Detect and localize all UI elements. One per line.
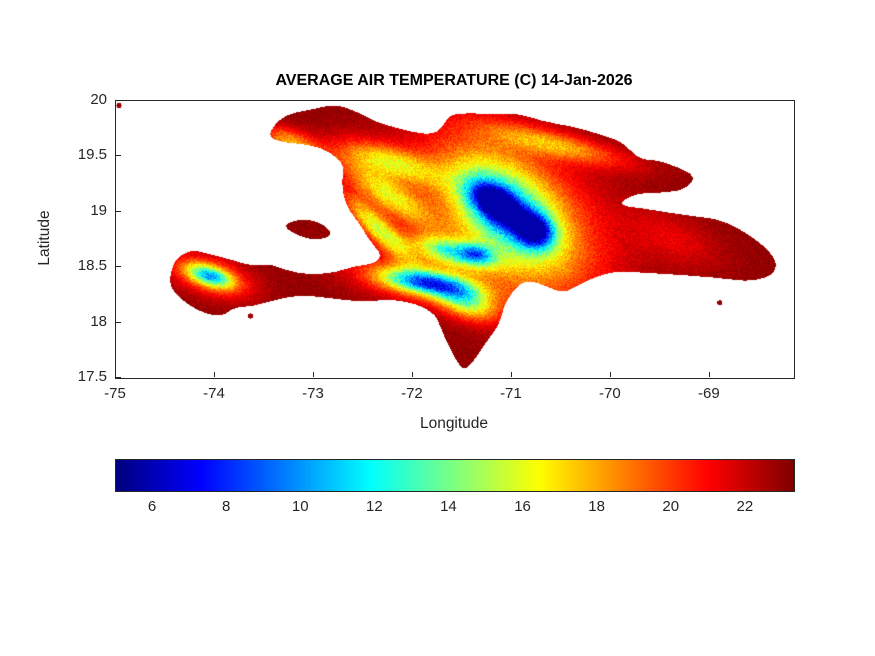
y-tick-mark (116, 155, 121, 157)
colorbar-tick-label: 14 (440, 498, 457, 515)
x-tick-mark (708, 372, 710, 377)
x-tick-mark (609, 372, 611, 377)
colorbar-canvas (116, 460, 794, 491)
y-tick-label: 17.5 (77, 368, 107, 385)
plot-area (115, 100, 795, 379)
x-tick-label: -74 (203, 385, 225, 402)
x-tick-mark (213, 372, 215, 377)
x-tick-mark (510, 372, 512, 377)
y-tick-label: 19.5 (77, 146, 107, 164)
y-axis-label: Latitude (36, 210, 53, 266)
y-tick-label: 19 (90, 201, 107, 219)
colorbar-tick-label: 8 (221, 498, 231, 515)
colorbar (115, 459, 795, 492)
y-tick-mark (116, 377, 121, 378)
x-tick-label: -70 (599, 385, 621, 402)
x-tick-label: -73 (302, 385, 324, 402)
x-tick-label: -69 (698, 385, 720, 402)
x-tick-mark (411, 372, 413, 377)
x-tick-mark (115, 372, 116, 377)
y-tick-mark (116, 266, 121, 268)
x-tick-label: -72 (401, 385, 423, 402)
colorbar-tick-label: 20 (662, 498, 680, 515)
colorbar-tick-label: 18 (588, 498, 605, 515)
x-axis-label: Longitude (419, 415, 489, 432)
colorbar-tick-label: 6 (147, 498, 157, 515)
y-tick-label: 18.5 (77, 257, 107, 275)
colorbar-tick-label: 10 (291, 498, 309, 515)
y-tick-mark (116, 321, 121, 323)
x-tick-label: -71 (500, 385, 522, 402)
y-tick-mark (116, 100, 121, 101)
x-tick-label: -75 (104, 385, 126, 402)
y-tick-label: 20 (90, 91, 107, 108)
y-tick-mark (116, 210, 121, 212)
colorbar-tick-label: 16 (514, 498, 531, 515)
colorbar-tick-label: 22 (736, 498, 754, 515)
colorbar-tick-label: 12 (366, 498, 383, 515)
temperature-map-canvas (116, 101, 794, 378)
plot-title: AVERAGE AIR TEMPERATURE (C) 14-Jan-2026 (275, 72, 633, 89)
y-tick-label: 18 (90, 312, 107, 330)
x-tick-mark (312, 372, 314, 377)
